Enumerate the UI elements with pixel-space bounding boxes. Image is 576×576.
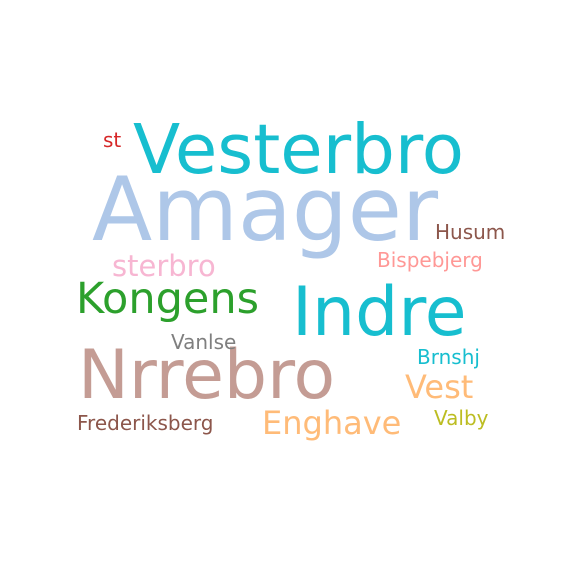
word-nrrebro: Nrrebro xyxy=(78,336,336,415)
word-husum: Husum xyxy=(435,220,506,244)
word-brnshj: Brnshj xyxy=(417,345,480,369)
word-indre: Indre xyxy=(292,273,467,352)
word-frederiksberg: Frederiksberg xyxy=(77,411,214,435)
word-enghave: Enghave xyxy=(262,404,402,442)
word-vesterbro: Vesterbro xyxy=(133,110,464,190)
word-sterbro: sterbro xyxy=(112,249,216,283)
word-kongens: Kongens xyxy=(76,274,260,324)
word-amager: Amager xyxy=(92,158,439,261)
word-st: st xyxy=(103,128,122,152)
word-bispebjerg: Bispebjerg xyxy=(377,248,483,272)
word-vanlse: Vanlse xyxy=(171,330,237,354)
word-valby: Valby xyxy=(434,406,489,430)
word-vest: Vest xyxy=(405,368,474,406)
